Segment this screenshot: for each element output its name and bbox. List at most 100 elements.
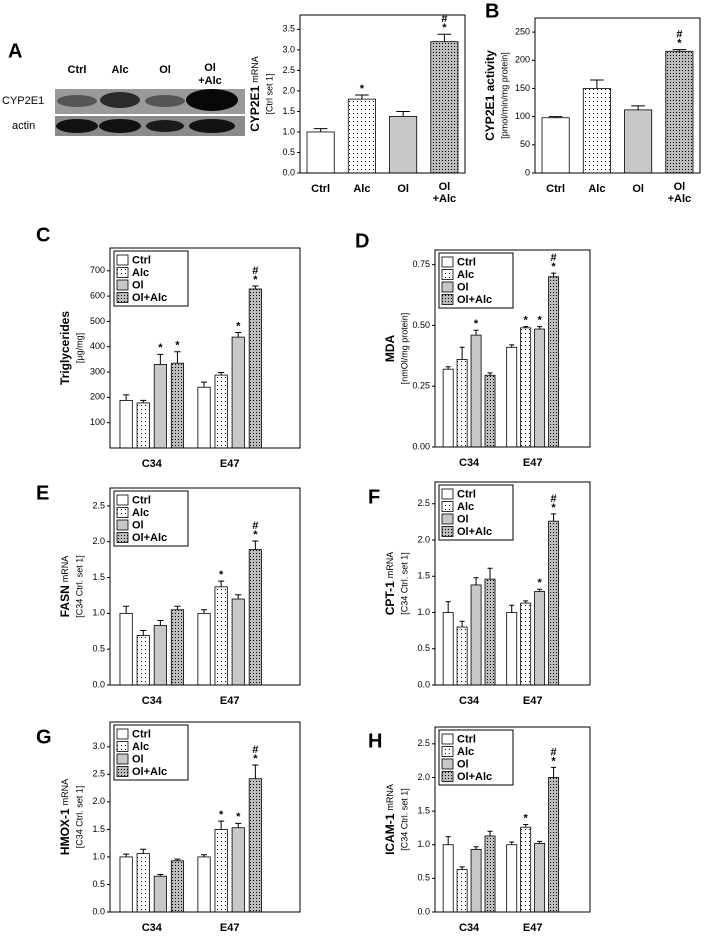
bar — [170, 609, 185, 686]
error-bar — [252, 540, 259, 550]
bar — [541, 117, 570, 174]
error-bar — [355, 94, 369, 100]
error-bar — [459, 866, 465, 870]
y-axis-label-sub: mRNA — [60, 779, 70, 806]
bar — [548, 777, 560, 913]
y-axis-label: Triglycerides — [58, 311, 72, 385]
y-tick-label: 50 — [520, 139, 530, 149]
bar — [119, 400, 133, 449]
legend-label: Ol+Alc — [132, 292, 167, 304]
y-axis-unit: [pmol/min/mg protein] — [499, 52, 509, 139]
error-bar-line — [140, 630, 147, 636]
y-tick-label: 1.5 — [92, 572, 105, 582]
significance-mark: # — [551, 493, 557, 505]
bar — [442, 368, 454, 448]
y-tick-label: 1.0 — [92, 851, 105, 861]
y-tick-label: 0.25 — [412, 381, 430, 391]
significance-mark: * — [551, 502, 556, 514]
y-axis-unit: [C34 Ctrl. set 1] — [74, 555, 84, 618]
error-bar — [174, 605, 181, 610]
band — [145, 95, 185, 107]
bar — [456, 869, 468, 913]
y-tick-label: 3.0 — [92, 741, 105, 751]
legend-swatch — [441, 733, 454, 745]
error-bar — [140, 399, 147, 403]
lane-label: Alc — [111, 64, 128, 76]
significance-mark: * — [253, 753, 258, 765]
significance-mark: * — [551, 261, 556, 273]
panel-label: B — [485, 0, 499, 22]
y-tick-label: 0.5 — [417, 643, 430, 653]
significance-mark: * — [175, 340, 180, 352]
bar — [153, 625, 167, 686]
significance-mark: * — [537, 577, 542, 589]
error-bar — [487, 830, 493, 836]
bar — [456, 359, 468, 448]
legend-swatch — [116, 292, 129, 303]
bar — [306, 131, 335, 174]
y-tick-label: 700 — [90, 265, 105, 275]
error-bar-line — [140, 848, 147, 854]
y-axis-label: FASN mRNA — [58, 556, 72, 618]
y-tick-label: 200 — [515, 55, 530, 65]
error-bar-line — [537, 840, 543, 844]
error-bar — [200, 854, 208, 857]
error-bar — [523, 600, 529, 604]
error-bar-line — [218, 580, 225, 587]
bar — [520, 602, 532, 686]
y-tick-label: 2.0 — [417, 772, 430, 782]
error-bar-line — [252, 764, 259, 779]
y-tick-label: 0.5 — [92, 879, 105, 889]
legend-swatch — [441, 269, 454, 280]
error-bar-line — [445, 836, 451, 845]
error-bar-line — [631, 105, 645, 110]
y-tick-label: 2.5 — [92, 769, 105, 779]
error-bar — [473, 846, 479, 850]
error-bar-line — [551, 766, 557, 778]
legend-label: Ol+Alc — [132, 532, 167, 544]
panel-label: E — [36, 482, 49, 504]
band — [57, 95, 97, 107]
error-bar-line — [174, 351, 181, 364]
error-bar — [252, 285, 259, 290]
bar — [214, 374, 228, 449]
bar — [214, 586, 228, 686]
legend-label: Ol — [457, 513, 469, 525]
error-bar — [313, 128, 328, 132]
lane-label: Ol — [204, 62, 216, 74]
error-bar — [445, 601, 451, 613]
error-bar-line — [157, 353, 164, 365]
legend-swatch — [116, 254, 129, 266]
significance-mark: * — [524, 812, 529, 824]
error-bar-line — [174, 858, 181, 861]
y-tick-label: 500 — [90, 316, 105, 326]
error-bar-line — [523, 326, 529, 328]
bar — [389, 115, 418, 174]
bar — [248, 778, 262, 913]
legend-label: Ol+Alc — [457, 294, 492, 306]
y-axis-unit: [C34 Ctrl. set 1] — [399, 552, 409, 615]
y-axis-unit: [C34 Ctrl. set 1] — [399, 788, 409, 851]
y-axis-unit: [C34 Ctrl. set 1] — [74, 786, 84, 849]
legend-label: Alc — [457, 746, 474, 758]
x-tick-label: C34 — [142, 458, 163, 470]
error-bar — [473, 577, 479, 585]
y-tick-label: 0.0 — [92, 679, 105, 689]
legend-label: Alc — [132, 267, 149, 279]
legend-swatch — [441, 758, 454, 770]
error-bar-line — [157, 620, 164, 626]
row-label: CYP2E1 — [2, 95, 44, 107]
legend-swatch — [116, 519, 129, 531]
y-axis-label: MDA — [383, 335, 397, 363]
error-bar-line — [551, 513, 557, 522]
error-bar — [473, 329, 479, 336]
y-axis-label: CYP2E1 activity — [483, 50, 497, 141]
y-axis-label-main: MDA — [383, 335, 397, 363]
legend-label: Alc — [457, 501, 474, 513]
error-bar-line — [200, 854, 208, 857]
y-tick-label: 0.00 — [412, 441, 430, 451]
legend-swatch — [116, 766, 129, 777]
bar — [170, 362, 185, 449]
significance-mark: * — [677, 37, 682, 49]
